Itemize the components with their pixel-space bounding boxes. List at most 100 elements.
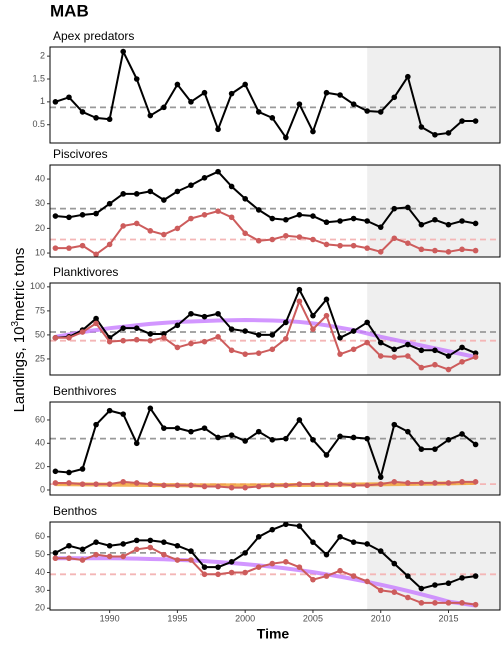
data-point (418, 480, 425, 486)
data-point (391, 346, 398, 353)
data-point (377, 587, 384, 594)
data-point (66, 214, 72, 221)
panel-title: Planktivores (53, 265, 118, 279)
data-point (350, 346, 357, 353)
data-point (133, 537, 140, 544)
data-point (66, 480, 72, 486)
data-point (283, 134, 289, 141)
panel-title: Benthivores (53, 384, 116, 398)
data-point (161, 551, 167, 558)
data-point (133, 440, 140, 447)
data-point (133, 191, 140, 197)
data-point (405, 341, 411, 348)
data-point (188, 215, 194, 222)
data-point (228, 432, 235, 438)
data-point (323, 241, 330, 248)
data-point (66, 555, 72, 562)
data-point (161, 425, 167, 431)
data-point (364, 108, 370, 114)
data-point (445, 580, 452, 587)
data-point (418, 600, 425, 606)
data-point (188, 557, 194, 563)
data-point (52, 213, 59, 219)
data-point (364, 435, 370, 442)
data-point (432, 480, 438, 486)
data-point (418, 347, 425, 354)
data-point (445, 130, 452, 136)
data-point (391, 205, 398, 212)
data-point (79, 212, 86, 218)
data-point (405, 73, 411, 80)
data-point (147, 405, 154, 412)
data-point (405, 573, 411, 579)
data-point (364, 319, 370, 326)
data-point (120, 48, 126, 55)
data-point (201, 313, 208, 320)
data-point (350, 434, 357, 441)
data-point (52, 245, 59, 251)
data-point (242, 351, 248, 357)
data-point (472, 354, 479, 360)
data-point (472, 350, 479, 356)
data-point (445, 600, 452, 606)
data-point (133, 220, 140, 227)
data-point (215, 564, 221, 570)
data-point (418, 246, 425, 253)
data-point (445, 249, 452, 255)
data-point (255, 350, 262, 356)
data-point (133, 325, 140, 331)
data-point (79, 557, 86, 563)
data-point (255, 534, 262, 540)
data-point (310, 481, 316, 487)
projection-shade (367, 283, 500, 375)
data-point (472, 247, 479, 254)
data-point (283, 521, 289, 528)
data-point (445, 366, 452, 373)
data-point (350, 242, 357, 249)
data-point (364, 218, 370, 224)
data-point (188, 548, 194, 554)
data-point (66, 334, 72, 341)
x-tick-label: 1995 (167, 613, 187, 623)
data-point (459, 344, 465, 351)
data-point (174, 482, 181, 489)
data-point (255, 428, 262, 435)
data-point (174, 225, 181, 232)
data-point (432, 247, 438, 254)
data-point (93, 481, 99, 487)
data-point (242, 81, 248, 88)
y-tick-label: 100 (30, 281, 45, 291)
data-point (255, 207, 262, 213)
data-point (432, 347, 438, 354)
data-point (432, 216, 438, 223)
data-point (228, 559, 235, 565)
data-point (79, 329, 86, 335)
data-point (350, 573, 357, 579)
y-tick-label: 60 (35, 414, 45, 424)
data-point (459, 246, 465, 253)
data-point (120, 479, 126, 485)
data-point (310, 236, 316, 243)
data-point (269, 215, 276, 222)
data-point (52, 555, 59, 562)
data-point (283, 482, 289, 489)
data-point (133, 546, 140, 553)
panel-border (49, 282, 501, 376)
data-point (364, 482, 370, 489)
data-point (337, 481, 343, 487)
data-point (418, 221, 425, 228)
data-point (147, 188, 154, 195)
data-point (377, 474, 384, 480)
data-point (188, 428, 194, 435)
data-point (418, 585, 425, 592)
data-point (120, 191, 126, 197)
data-point (120, 541, 126, 547)
data-point (215, 126, 221, 133)
panel-border (49, 401, 501, 496)
y-tick-label: 50 (35, 549, 45, 559)
data-point (472, 601, 479, 608)
data-point (323, 89, 330, 96)
data-point (445, 437, 452, 443)
data-point (405, 594, 411, 601)
data-point (106, 481, 113, 487)
